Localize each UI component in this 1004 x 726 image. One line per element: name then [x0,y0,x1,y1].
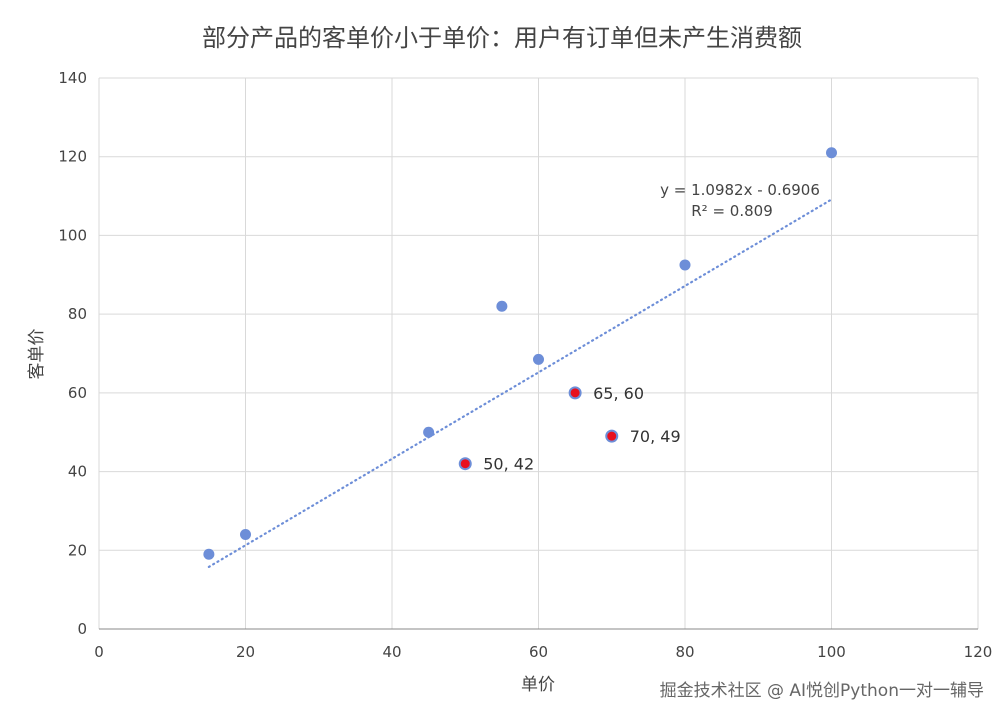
data-point [203,548,215,560]
data-points: 50, 42 65, 60 70, 49 [203,147,837,560]
point-label: 50, 42 [483,455,534,474]
y-tick-label: 20 [68,541,87,559]
trendline [207,198,833,568]
y-tick-label: 60 [68,384,87,402]
x-tick-label: 100 [817,643,846,661]
y-tick-label: 100 [58,226,87,244]
x-tick-label: 40 [382,643,401,661]
data-point [826,147,837,159]
data-point [240,529,251,541]
point-label: 70, 49 [630,427,681,446]
x-tick-label: 80 [675,643,694,661]
x-tick-label: 120 [964,643,993,661]
x-tick-label: 0 [94,643,104,661]
highlighted-point [458,457,472,471]
x-axis-label: 单价 [521,675,555,695]
data-point [496,300,508,312]
trendline-path [207,198,833,568]
y-tick-label: 140 [58,69,87,87]
y-tick-label: 0 [77,620,87,638]
highlighted-point [605,429,619,443]
trendline-r2: R² = 0.809 [691,202,772,220]
y-tick-label: 120 [58,148,87,166]
tick-labels: 0 20 40 60 80 100 120 0 20 40 60 80 100 120 140 [58,69,992,661]
x-tick-label: 60 [529,643,548,661]
trendline-equation: y = 1.0982x - 0.6906 [660,181,820,199]
highlighted-point [568,386,582,400]
y-axis-label: 客单价 [27,329,47,380]
y-tick-label: 80 [68,305,87,323]
y-tick-label: 40 [68,463,87,481]
point-label: 65, 60 [593,384,644,403]
grid [98,77,979,630]
chart-title: 部分产品的客单价小于单价：用户有订单但未产生消费额 [202,24,802,52]
data-point [423,426,435,438]
x-tick-label: 20 [236,643,255,661]
data-point [533,353,544,365]
data-point [679,259,691,271]
watermark: 掘金技术社区 @ AI悦创Python一对一辅导 [660,681,984,701]
